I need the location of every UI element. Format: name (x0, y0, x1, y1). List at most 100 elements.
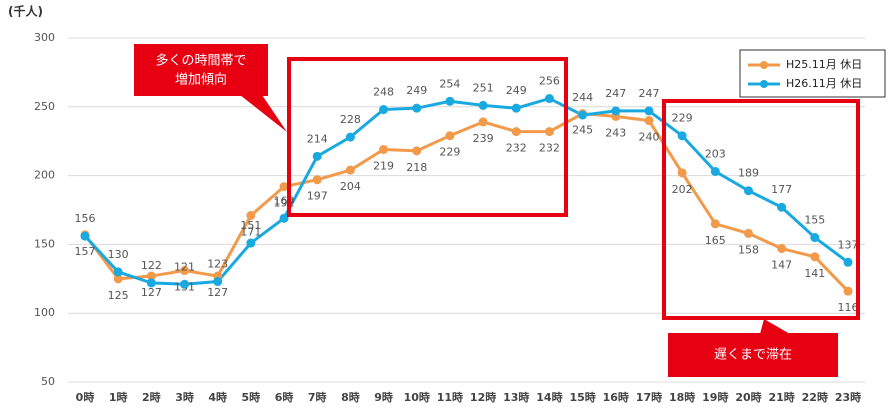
data-label: 247 (605, 87, 626, 100)
data-point (743, 228, 753, 238)
data-point (578, 110, 588, 120)
data-label: 125 (108, 289, 129, 302)
x-tick-label: 23時 (835, 390, 861, 404)
data-point (710, 219, 720, 229)
data-point (80, 231, 90, 241)
data-point (180, 279, 190, 289)
data-label: 219 (373, 159, 394, 172)
data-point (279, 182, 289, 192)
y-tick-label: 100 (34, 306, 55, 319)
data-label: 137 (838, 238, 859, 251)
callout-pointer (760, 319, 790, 334)
y-axis-label: (千人) (8, 4, 43, 19)
x-tick-label: 17時 (636, 390, 662, 404)
x-tick-label: 6時 (275, 390, 294, 404)
data-label: 169 (274, 194, 295, 207)
data-point (777, 244, 787, 254)
data-point (312, 151, 322, 161)
data-label: 229 (672, 112, 693, 125)
data-label: 239 (473, 132, 494, 145)
x-tick-label: 2時 (142, 390, 161, 404)
data-label: 232 (506, 142, 527, 155)
data-label: 177 (771, 183, 792, 196)
annotation: 多くの時間帯で (155, 53, 246, 69)
data-point (279, 213, 289, 223)
data-point (213, 277, 223, 287)
data-label: 245 (572, 124, 593, 137)
data-label: 232 (539, 142, 560, 155)
annotation: 遅くまで滞在 (714, 348, 792, 363)
data-point (345, 132, 355, 142)
data-label: 254 (439, 77, 460, 90)
data-label: 229 (439, 146, 460, 159)
callout (668, 333, 838, 377)
data-point (511, 103, 521, 113)
data-label: 127 (207, 286, 228, 299)
data-label: 156 (75, 212, 96, 225)
x-tick-label: 7時 (308, 390, 327, 404)
data-point (644, 116, 654, 126)
x-tick-label: 12時 (470, 390, 496, 404)
x-tick-label: 9時 (374, 390, 393, 404)
marks: 1571251271311271711921972042192182292392… (75, 75, 859, 315)
data-label: 165 (705, 234, 726, 247)
x-tick-label: 1時 (109, 390, 128, 404)
x-tick-label: 10時 (404, 390, 430, 404)
data-label: 122 (141, 259, 162, 272)
data-point (180, 266, 190, 276)
data-point (379, 144, 389, 154)
x-tick-label: 4時 (208, 390, 227, 404)
data-label: 256 (539, 75, 560, 88)
data-point (113, 267, 123, 277)
legend-label: H26.11月 休日 (786, 77, 862, 90)
data-point (611, 106, 621, 116)
data-point (810, 233, 820, 243)
x-tick-label: 3時 (175, 390, 194, 404)
x-tick-label: 22時 (802, 390, 828, 404)
x-tick-label: 16時 (603, 390, 629, 404)
data-label: 189 (738, 167, 759, 180)
data-point (412, 103, 422, 113)
data-point (146, 278, 156, 288)
data-point (511, 127, 521, 137)
x-tick-label: 0時 (76, 390, 95, 404)
data-point (644, 106, 654, 116)
data-point (246, 211, 256, 221)
legend-swatch (760, 80, 768, 88)
data-label: 127 (141, 286, 162, 299)
data-label: 202 (672, 183, 693, 196)
y-tick-label: 300 (34, 31, 55, 44)
grid: 50 100 150 200 250 300 0時 1時 2時 3時 4時 5時 6時 7時 8時 9時 10時… (34, 31, 865, 404)
data-point (445, 96, 455, 106)
data-label: 130 (108, 248, 129, 261)
data-point (146, 271, 156, 281)
legend (739, 49, 886, 98)
data-label: 155 (804, 214, 825, 227)
data-label: 204 (340, 180, 361, 193)
data-point (710, 166, 720, 176)
data-label: 123 (207, 258, 228, 271)
data-label: 121 (174, 260, 195, 273)
data-label: 228 (340, 113, 361, 126)
x-tick-label: 13時 (503, 390, 529, 404)
x-tick-label: 11時 (437, 390, 463, 404)
data-point (345, 165, 355, 175)
highlight-box (662, 99, 860, 320)
y-tick-label: 50 (41, 375, 55, 388)
data-point (379, 105, 389, 115)
callout (134, 44, 268, 96)
series-line (83, 96, 849, 286)
data-point (478, 117, 488, 127)
x-tick-label: 20時 (735, 390, 761, 404)
y-tick-label: 200 (34, 169, 55, 182)
x-tick-label: 5時 (242, 390, 261, 404)
data-label: 244 (572, 91, 593, 104)
x-tick-label: 19時 (702, 390, 728, 404)
data-point (312, 175, 322, 185)
data-point (445, 131, 455, 141)
data-point (743, 186, 753, 196)
data-point (478, 100, 488, 110)
data-point (677, 131, 687, 141)
data-label: 218 (406, 161, 427, 174)
data-point (810, 252, 820, 262)
